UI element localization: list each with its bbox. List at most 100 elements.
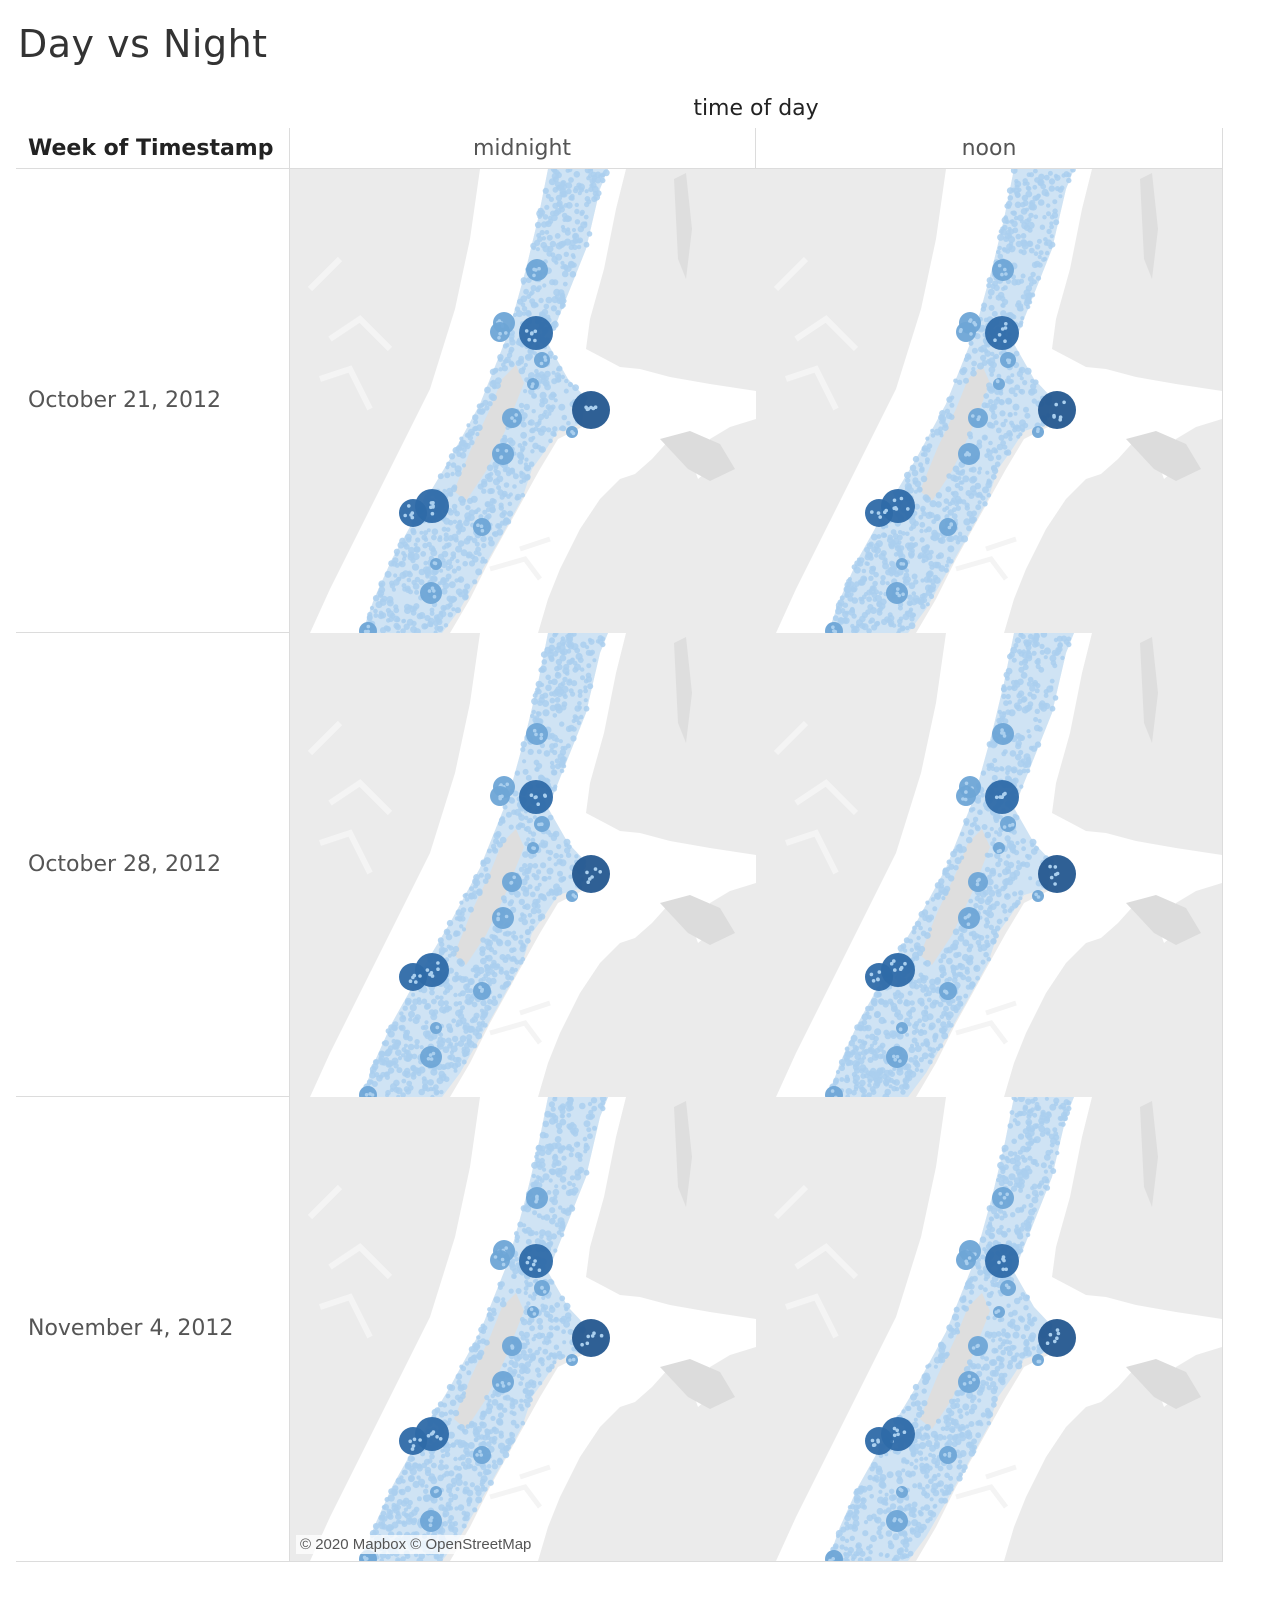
- station-dot: [999, 410, 1006, 417]
- station-dot: [406, 1504, 412, 1510]
- station-dot: [481, 543, 487, 549]
- station-dot: [535, 1157, 541, 1163]
- row-header-week-1[interactable]: October 21, 2012: [28, 388, 222, 413]
- station-dot: [1021, 194, 1029, 202]
- station-dot: [1020, 208, 1028, 215]
- station-dot: [442, 1521, 448, 1527]
- station-dot: [522, 440, 527, 446]
- station-marker: [490, 1250, 510, 1270]
- station-dot: [403, 1086, 410, 1093]
- station-dot: [517, 812, 523, 818]
- station-dot: [532, 815, 537, 820]
- station-dot: [509, 1432, 516, 1439]
- station-dot: [559, 185, 565, 191]
- station-dot: [916, 978, 923, 984]
- row-header-week-3[interactable]: November 4, 2012: [28, 1316, 234, 1341]
- station-dot: [534, 368, 539, 374]
- station-dot: [548, 1325, 554, 1331]
- map-panel-oct21-noon[interactable]: [756, 169, 1222, 633]
- column-field-label[interactable]: time of day: [693, 96, 819, 121]
- station-marker: [399, 1427, 427, 1455]
- station-dot: [537, 207, 544, 215]
- station-dot: [864, 561, 869, 566]
- station-dot: [568, 1097, 574, 1104]
- station-dot: [592, 1125, 597, 1131]
- column-header-midnight[interactable]: midnight: [472, 136, 572, 161]
- station-dot: [531, 846, 535, 850]
- station-dot: [923, 961, 928, 966]
- land-detail: [955, 1000, 1017, 1045]
- land-detail: [489, 536, 551, 581]
- station-dot: [928, 1022, 936, 1030]
- map-panel-oct28-noon[interactable]: [756, 633, 1222, 1097]
- station-dot: [545, 684, 552, 692]
- station-dot: [1017, 734, 1024, 742]
- station-dot: [527, 884, 533, 890]
- station-dot: [946, 859, 952, 865]
- station-dot: [484, 1432, 490, 1438]
- station-dot: [448, 945, 454, 951]
- station-dot: [426, 1434, 431, 1438]
- station-dot: [932, 1038, 937, 1043]
- station-dot: [535, 1367, 541, 1373]
- row-header-week-2[interactable]: October 28, 2012: [28, 852, 222, 877]
- river-water: [776, 1097, 1014, 1561]
- station-dot: [982, 486, 989, 494]
- station-dot: [393, 1086, 400, 1093]
- station-dot: [429, 607, 435, 613]
- station-dot: [991, 774, 998, 781]
- station-dot: [399, 1488, 406, 1496]
- station-dot: [891, 566, 898, 573]
- station-dot: [991, 310, 998, 317]
- station-dot: [401, 583, 407, 589]
- station-dot: [465, 535, 472, 542]
- station-dot: [1053, 882, 1057, 886]
- station-dot: [566, 420, 571, 426]
- station-dot: [918, 983, 924, 988]
- station-dot: [995, 427, 1002, 434]
- station-dot: [402, 541, 408, 547]
- station-dot: [547, 405, 555, 413]
- station-dot: [555, 242, 563, 250]
- station-dot: [1070, 169, 1076, 173]
- station-dot: [524, 329, 529, 333]
- station-dot: [422, 1078, 429, 1086]
- station-dot: [998, 434, 1005, 441]
- station-dot: [984, 917, 990, 922]
- map-panel-nov4-midnight[interactable]: [290, 1097, 756, 1561]
- station-dot: [566, 1105, 572, 1112]
- station-dot: [447, 1055, 453, 1060]
- map-panel-oct28-midnight[interactable]: [290, 633, 756, 1097]
- station-dot: [433, 1489, 438, 1494]
- station-dot: [967, 829, 974, 836]
- station-dot: [396, 630, 401, 633]
- row-field-label[interactable]: Week of Timestamp: [28, 136, 274, 161]
- station-dot: [485, 507, 491, 513]
- station-dot: [551, 678, 558, 686]
- station-dot: [853, 566, 861, 574]
- station-dot: [574, 219, 581, 225]
- station-dot: [906, 1075, 911, 1080]
- station-dot: [546, 867, 554, 875]
- station-dot: [1037, 718, 1042, 724]
- station-dot: [1049, 224, 1054, 230]
- station-dot: [1009, 871, 1017, 879]
- station-dot: [912, 455, 920, 463]
- station-dot: [393, 573, 398, 578]
- station-dot: [551, 370, 556, 375]
- station-dot: [530, 713, 535, 719]
- station-dot: [412, 1480, 420, 1489]
- station-dot: [1027, 227, 1033, 233]
- station-dot: [1039, 224, 1046, 230]
- station-dot: [859, 579, 866, 586]
- map-panel-oct21-midnight[interactable]: [290, 169, 756, 633]
- map-panel-nov4-noon[interactable]: [756, 1097, 1222, 1561]
- column-header-noon[interactable]: noon: [961, 136, 1017, 161]
- station-dot: [1004, 322, 1008, 326]
- station-dot: [889, 539, 896, 546]
- station-dot: [457, 576, 465, 583]
- station-dot: [437, 553, 445, 560]
- station-dot: [366, 615, 373, 622]
- station-dot: [464, 583, 471, 590]
- station-dot: [906, 507, 910, 511]
